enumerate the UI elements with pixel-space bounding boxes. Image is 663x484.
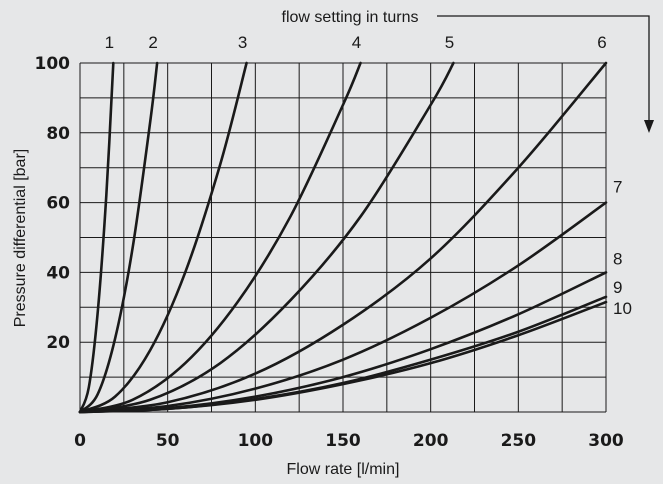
curve-setting-1 — [78, 61, 115, 414]
y-tick-label: 80 — [46, 124, 70, 144]
curve-setting-4 — [78, 61, 362, 414]
turn-label-2: 2 — [148, 33, 157, 52]
y-tick-label: 20 — [46, 333, 70, 353]
turn-label-4: 4 — [352, 33, 361, 52]
x-tick-label: 200 — [413, 431, 449, 451]
turn-label-9: 9 — [613, 278, 622, 297]
grid — [79, 62, 607, 413]
turn-label-3: 3 — [238, 33, 247, 52]
annotation-arrow-head — [644, 120, 654, 133]
turn-labels: 1 2 3 4 5 6 7 8 9 10 — [105, 33, 632, 318]
turn-label-6: 6 — [597, 33, 606, 52]
x-tick-label: 250 — [501, 431, 537, 451]
turn-label-10: 10 — [613, 299, 632, 318]
turn-label-8: 8 — [613, 249, 622, 268]
flow-setting-annotation: flow setting in turns — [282, 9, 419, 26]
x-tick-label: 100 — [238, 431, 274, 451]
turn-label-7: 7 — [613, 178, 622, 197]
y-tick-label: 60 — [46, 194, 70, 214]
y-tick-label: 100 — [35, 54, 71, 74]
x-tick-labels: 0 50 100 150 200 250 300 — [74, 431, 624, 451]
x-tick-label: 0 — [74, 431, 86, 451]
x-axis-label: Flow rate [l/min] — [287, 461, 400, 478]
curve-setting-5 — [78, 61, 455, 414]
curve-setting-6 — [78, 61, 608, 414]
curves — [78, 61, 608, 414]
curve-setting-10 — [78, 300, 608, 414]
curve-setting-7 — [78, 201, 608, 414]
x-tick-label: 50 — [156, 431, 180, 451]
curve-setting-2 — [78, 61, 159, 414]
y-axis-label: Pressure differential [bar] — [12, 149, 29, 327]
annotation-arrow-line — [437, 15, 650, 122]
x-tick-label: 150 — [325, 431, 361, 451]
y-tick-label: 40 — [46, 263, 70, 283]
x-tick-label: 300 — [588, 431, 624, 451]
turn-label-1: 1 — [105, 33, 114, 52]
y-tick-labels: 20 40 60 80 100 — [35, 54, 71, 353]
turn-label-5: 5 — [445, 33, 454, 52]
curve-setting-3 — [78, 61, 248, 414]
